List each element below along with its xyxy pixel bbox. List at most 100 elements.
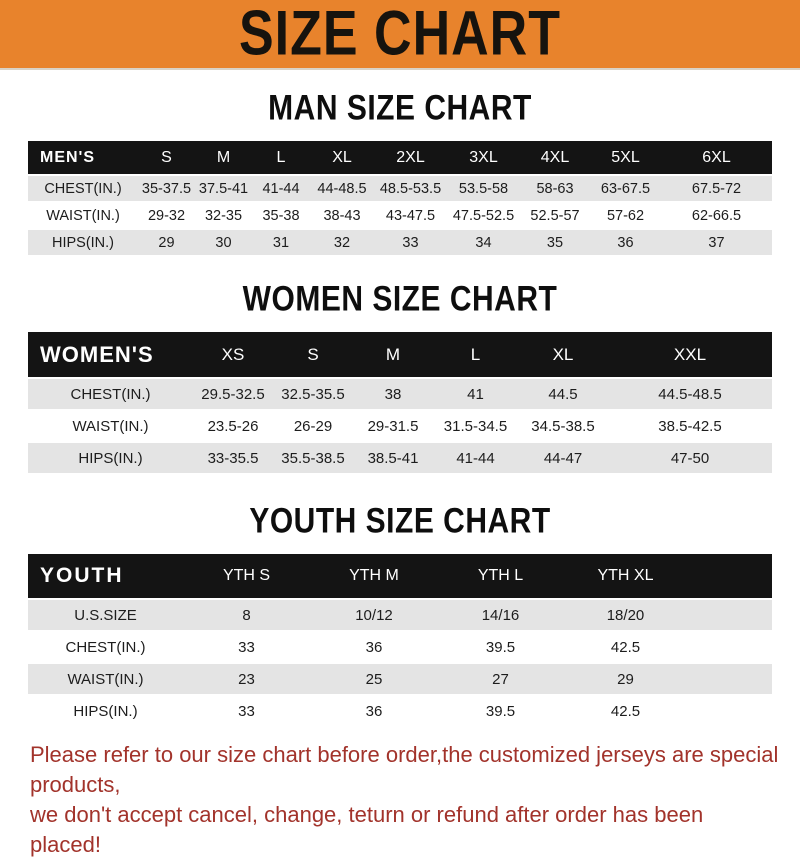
size-value: 10/12 <box>310 600 438 630</box>
size-value: 29 <box>138 230 195 255</box>
spacer-cell <box>688 632 772 662</box>
size-value: 34.5-38.5 <box>518 411 608 441</box>
size-value: 38 <box>353 379 433 409</box>
size-value: 36 <box>310 632 438 662</box>
youth-section-title: YOUTH SIZE CHART <box>0 501 800 541</box>
size-value: 36 <box>310 696 438 726</box>
size-value: 34 <box>447 230 520 255</box>
column-header: 2XL <box>374 141 447 174</box>
size-value: 14/16 <box>438 600 563 630</box>
size-value: 26-29 <box>273 411 353 441</box>
size-value: 39.5 <box>438 696 563 726</box>
size-value: 29 <box>563 664 688 694</box>
column-header: S <box>273 332 353 377</box>
size-value: 67.5-72 <box>661 176 772 201</box>
size-value: 62-66.5 <box>661 203 772 228</box>
banner-title: SIZE CHART <box>239 0 561 70</box>
size-value: 29.5-32.5 <box>193 379 273 409</box>
row-label: HIPS(IN.) <box>28 443 193 473</box>
youth-section-title-text: YOUTH SIZE CHART <box>249 501 551 541</box>
footer-note-line2: we don't accept cancel, change, teturn o… <box>30 802 704 857</box>
youth-size-table: YOUTH YTH S YTH M YTH L YTH XL U.S.SIZE … <box>28 552 772 728</box>
size-value: 39.5 <box>438 632 563 662</box>
column-header: L <box>433 332 518 377</box>
column-header: XS <box>193 332 273 377</box>
spacer-cell <box>688 664 772 694</box>
column-header: M <box>195 141 252 174</box>
size-value: 32-35 <box>195 203 252 228</box>
row-label: U.S.SIZE <box>28 600 183 630</box>
size-value: 31 <box>252 230 310 255</box>
size-value: 35-37.5 <box>138 176 195 201</box>
size-value: 33 <box>183 696 310 726</box>
size-value: 30 <box>195 230 252 255</box>
column-header: YTH L <box>438 554 563 598</box>
banner: SIZE CHART <box>0 0 800 70</box>
size-value: 52.5-57 <box>520 203 590 228</box>
size-value: 32.5-35.5 <box>273 379 353 409</box>
footer-note-line1: Please refer to our size chart before or… <box>30 742 779 797</box>
row-label: HIPS(IN.) <box>28 696 183 726</box>
size-value: 48.5-53.5 <box>374 176 447 201</box>
table-row: WAIST(IN.) 23.5-26 26-29 29-31.5 31.5-34… <box>28 411 772 441</box>
size-value: 41 <box>433 379 518 409</box>
column-header: L <box>252 141 310 174</box>
size-value: 31.5-34.5 <box>433 411 518 441</box>
column-header: S <box>138 141 195 174</box>
youth-header-row: YOUTH YTH S YTH M YTH L YTH XL <box>28 554 772 598</box>
size-value: 47.5-52.5 <box>447 203 520 228</box>
spacer-cell <box>688 600 772 630</box>
size-value: 29-32 <box>138 203 195 228</box>
size-value: 33 <box>374 230 447 255</box>
table-row: U.S.SIZE 8 10/12 14/16 18/20 <box>28 600 772 630</box>
size-value: 36 <box>590 230 661 255</box>
size-value: 43-47.5 <box>374 203 447 228</box>
column-header: 5XL <box>590 141 661 174</box>
table-row: HIPS(IN.) 29 30 31 32 33 34 35 36 37 <box>28 230 772 255</box>
men-section-title: MAN SIZE CHART <box>0 88 800 128</box>
spacer-cell <box>688 696 772 726</box>
women-section-title: WOMEN SIZE CHART <box>0 279 800 319</box>
men-size-table: MEN'S S M L XL 2XL 3XL 4XL 5XL 6XL CHEST… <box>28 139 772 257</box>
youth-table-label: YOUTH <box>28 554 183 598</box>
size-value: 35.5-38.5 <box>273 443 353 473</box>
size-value: 18/20 <box>563 600 688 630</box>
men-header-row: MEN'S S M L XL 2XL 3XL 4XL 5XL 6XL <box>28 141 772 174</box>
size-value: 44.5 <box>518 379 608 409</box>
table-row: CHEST(IN.) 33 36 39.5 42.5 <box>28 632 772 662</box>
row-label: WAIST(IN.) <box>28 203 138 228</box>
size-value: 37 <box>661 230 772 255</box>
size-value: 44-48.5 <box>310 176 374 201</box>
size-value: 32 <box>310 230 374 255</box>
column-header: 4XL <box>520 141 590 174</box>
size-value: 44.5-48.5 <box>608 379 772 409</box>
row-label: WAIST(IN.) <box>28 411 193 441</box>
size-value: 8 <box>183 600 310 630</box>
column-header: YTH S <box>183 554 310 598</box>
row-label: HIPS(IN.) <box>28 230 138 255</box>
size-value: 38-43 <box>310 203 374 228</box>
column-header: M <box>353 332 433 377</box>
size-value: 33-35.5 <box>193 443 273 473</box>
column-header: XL <box>310 141 374 174</box>
size-value: 41-44 <box>252 176 310 201</box>
row-label: CHEST(IN.) <box>28 379 193 409</box>
table-row: HIPS(IN.) 33-35.5 35.5-38.5 38.5-41 41-4… <box>28 443 772 473</box>
women-table-label: WOMEN'S <box>28 332 193 377</box>
column-header: XL <box>518 332 608 377</box>
size-value: 29-31.5 <box>353 411 433 441</box>
women-header-row: WOMEN'S XS S M L XL XXL <box>28 332 772 377</box>
men-section-title-text: MAN SIZE CHART <box>268 88 532 128</box>
size-value: 44-47 <box>518 443 608 473</box>
column-header: XXL <box>608 332 772 377</box>
size-value: 35-38 <box>252 203 310 228</box>
men-table-label: MEN'S <box>28 141 138 174</box>
women-section-title-text: WOMEN SIZE CHART <box>242 279 558 319</box>
footer-note: Please refer to our size chart before or… <box>30 740 780 860</box>
column-header: 3XL <box>447 141 520 174</box>
table-row: WAIST(IN.) 23 25 27 29 <box>28 664 772 694</box>
size-value: 27 <box>438 664 563 694</box>
size-value: 35 <box>520 230 590 255</box>
size-value: 58-63 <box>520 176 590 201</box>
size-value: 37.5-41 <box>195 176 252 201</box>
